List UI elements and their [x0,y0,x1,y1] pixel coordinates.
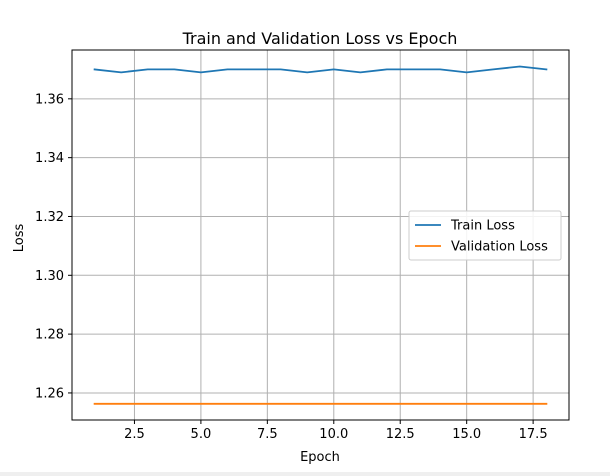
y-axis-ticks: 1.26 1.28 1.30 1.32 1.34 1.36 [35,92,72,401]
window-bottom-strip [0,472,610,476]
chart-title: Train and Validation Loss vs Epoch [182,29,458,48]
legend-label-1: Validation Loss [451,240,548,255]
y-axis-label: Loss [12,224,27,253]
x-axis-label: Epoch [300,450,340,465]
x-axis-ticks: 2.5 5.0 7.5 10.0 12.5 15.0 17.5 [124,420,548,442]
y-tick-label: 1.30 [35,269,64,284]
x-tick-label: 17.5 [519,427,548,442]
x-tick-label: 12.5 [386,427,415,442]
legend: Train Loss Validation Loss [408,210,562,261]
series-lines [93,65,548,405]
x-tick-label: 10.0 [319,427,348,442]
y-tick-label: 1.32 [35,210,64,225]
x-tick-label: 7.5 [257,427,278,442]
y-tick-label: 1.34 [35,151,64,166]
y-tick-label: 1.36 [35,92,64,107]
y-tick-label: 1.28 [35,328,64,343]
plot-frame [71,49,570,421]
series-line-0 [93,65,548,74]
legend-box [408,210,562,261]
x-tick-label: 5.0 [191,427,212,442]
x-tick-label: 15.0 [452,427,481,442]
legend-label-0: Train Loss [450,219,515,234]
y-tick-label: 1.26 [35,386,64,401]
x-tick-label: 2.5 [124,427,145,442]
